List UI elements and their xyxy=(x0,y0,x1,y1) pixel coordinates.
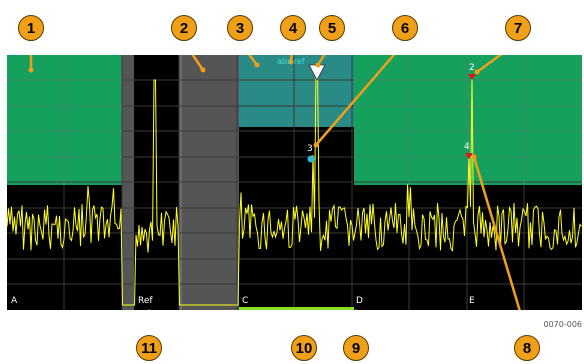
callout-10: 10 xyxy=(291,335,317,361)
spectrum-trace xyxy=(7,66,582,306)
region-d-mask[interactable] xyxy=(354,55,582,185)
marker-3-icon[interactable] xyxy=(307,155,315,163)
callout-2: 2 xyxy=(171,15,197,41)
callout-3: 3 xyxy=(227,15,253,41)
marker-2-icon[interactable] xyxy=(468,74,476,80)
region-label-d: D xyxy=(356,296,363,306)
spectrum-display[interactable]: A Ref C D E 2 3 4 abs ref xyxy=(7,55,582,310)
region-label-ref: Ref xyxy=(138,296,153,306)
region-label-e: E xyxy=(469,296,475,306)
abs-ref-label: abs ref xyxy=(277,57,305,66)
selected-region-bar[interactable] xyxy=(239,307,354,310)
callout-leaders xyxy=(29,55,521,310)
callout-1: 1 xyxy=(18,15,44,41)
marker-4-icon[interactable] xyxy=(465,153,473,159)
callout-8: 8 xyxy=(514,335,540,361)
callout-6: 6 xyxy=(392,15,418,41)
region-label-c: C xyxy=(242,296,249,306)
callout-9: 9 xyxy=(343,335,369,361)
marker-2-label: 2 xyxy=(469,63,475,73)
callout-4: 4 xyxy=(280,15,306,41)
callout-7: 7 xyxy=(505,15,531,41)
marker-4-label: 4 xyxy=(464,142,470,152)
callout-5: 5 xyxy=(319,15,345,41)
callout-11: 11 xyxy=(136,335,162,361)
figure-number: 0070-006 xyxy=(543,320,582,329)
region-label-a: A xyxy=(11,296,18,306)
marker-3-label: 3 xyxy=(307,144,313,154)
